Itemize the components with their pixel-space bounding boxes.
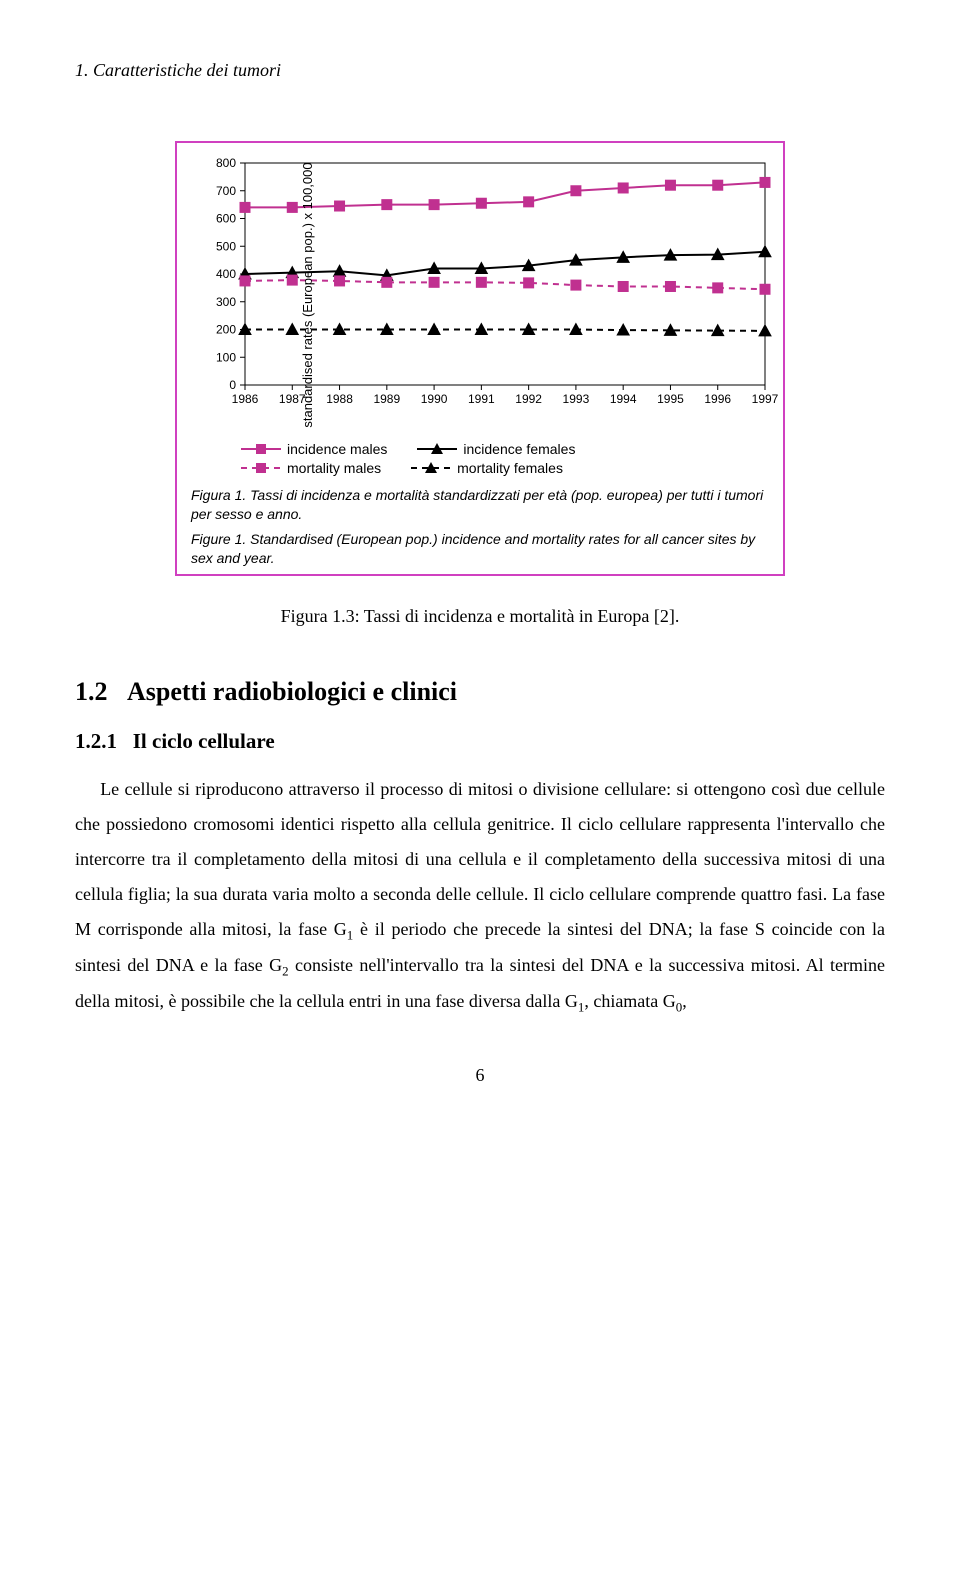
svg-text:1995: 1995 [657,392,684,406]
svg-text:1988: 1988 [326,392,353,406]
svg-text:400: 400 [216,267,236,281]
svg-text:1993: 1993 [563,392,590,406]
legend-item: mortality females [411,460,563,476]
legend-item: incidence females [417,441,575,457]
figure-inner-caption: Figure 1. Standardised (European pop.) i… [191,530,773,568]
subsection-number: 1.2.1 [75,729,117,753]
chart-ylabel: standardised rates (European pop.) x 100… [300,162,315,427]
chart-area: standardised rates (European pop.) x 100… [181,155,781,435]
figure-inner-caption: Figura 1. Tassi di incidenza e mortalità… [191,486,773,524]
svg-text:500: 500 [216,239,236,253]
svg-text:100: 100 [216,350,236,364]
svg-text:200: 200 [216,323,236,337]
svg-text:0: 0 [229,378,236,392]
figure-box: standardised rates (European pop.) x 100… [175,141,785,576]
figure-caption: Figura 1.3: Tassi di incidenza e mortali… [75,606,885,627]
svg-text:1992: 1992 [515,392,542,406]
svg-text:800: 800 [216,156,236,170]
page-number: 6 [75,1065,885,1086]
chart-legend: incidence males incidence females mortalit… [241,441,779,476]
svg-text:300: 300 [216,295,236,309]
running-head: 1. Caratteristiche dei tumori [75,60,885,81]
svg-text:1996: 1996 [704,392,731,406]
svg-text:700: 700 [216,184,236,198]
svg-text:1989: 1989 [373,392,400,406]
section-number: 1.2 [75,677,108,706]
subsection-heading: 1.2.1 Il ciclo cellulare [75,729,885,754]
svg-text:600: 600 [216,212,236,226]
svg-text:1994: 1994 [610,392,637,406]
section-heading: 1.2 Aspetti radiobiologici e clinici [75,677,885,707]
svg-text:1990: 1990 [421,392,448,406]
section-title: Aspetti radiobiologici e clinici [127,677,457,706]
subsection-title: Il ciclo cellulare [133,729,275,753]
svg-text:1997: 1997 [752,392,779,406]
line-chart: 0100200300400500600700800198619871988198… [181,155,781,435]
figure-inner-captions: Figura 1. Tassi di incidenza e mortalità… [181,486,779,568]
legend-item: mortality males [241,460,381,476]
body-paragraph: Le cellule si riproducono attraverso il … [75,772,885,1020]
svg-text:1991: 1991 [468,392,495,406]
svg-text:1986: 1986 [232,392,259,406]
legend-item: incidence males [241,441,387,457]
